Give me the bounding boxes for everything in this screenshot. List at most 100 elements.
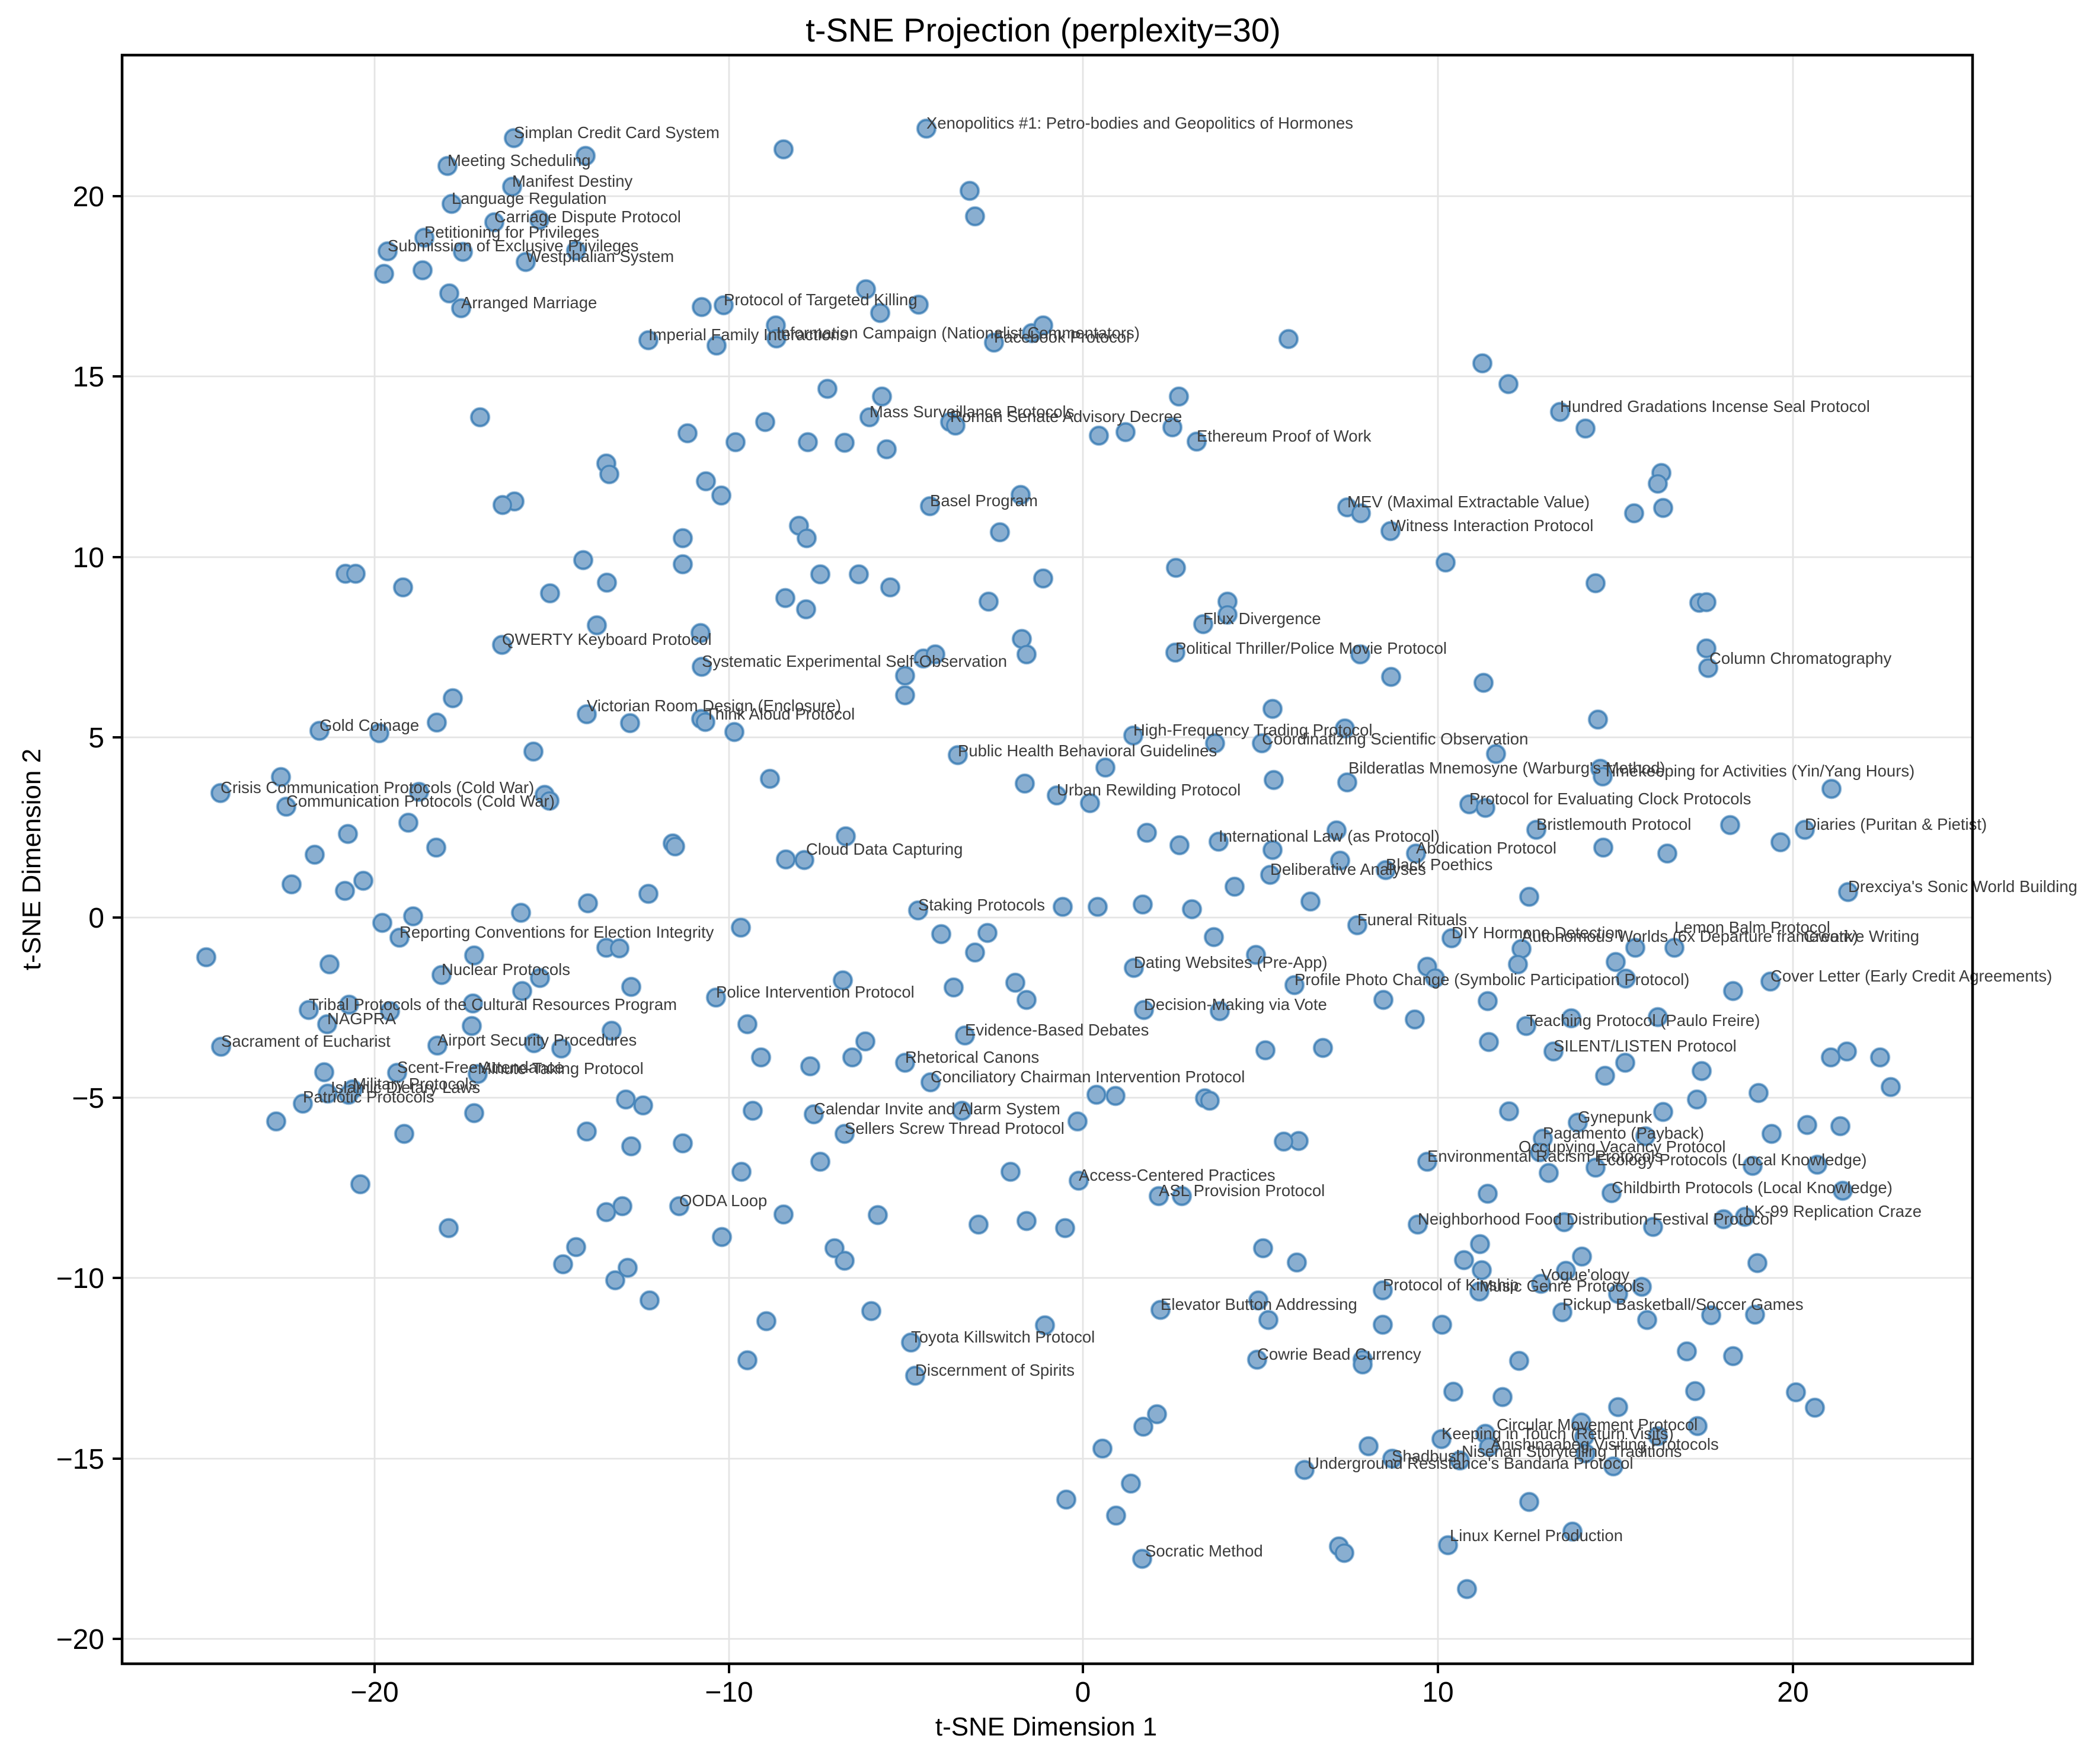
- svg-text:Evidence-Based Debates: Evidence-Based Debates: [965, 1021, 1149, 1039]
- svg-text:Bilderatlas Mnemosyne (Warburg: Bilderatlas Mnemosyne (Warburg's Method): [1348, 759, 1666, 777]
- svg-text:−10: −10: [56, 1263, 104, 1294]
- svg-text:ASL Provision Protocol: ASL Provision Protocol: [1159, 1181, 1325, 1200]
- svg-text:Scent-Free Attendance: Scent-Free Attendance: [397, 1058, 564, 1076]
- svg-text:Witness Interaction Protocol: Witness Interaction Protocol: [1391, 516, 1593, 535]
- svg-text:t-SNE Dimension 1: t-SNE Dimension 1: [935, 1712, 1157, 1741]
- svg-text:t-SNE Dimension 2: t-SNE Dimension 2: [17, 749, 46, 970]
- svg-text:−15: −15: [56, 1444, 104, 1475]
- svg-text:Sacrament of Eucharist: Sacrament of Eucharist: [221, 1032, 391, 1050]
- svg-text:QWERTY Keyboard Protocol: QWERTY Keyboard Protocol: [502, 630, 712, 648]
- svg-text:Reporting Conventions for Elec: Reporting Conventions for Election Integ…: [399, 923, 714, 941]
- svg-text:Facebook Protocol: Facebook Protocol: [994, 328, 1130, 346]
- svg-text:Lemon Balm Protocol: Lemon Balm Protocol: [1674, 918, 1830, 936]
- svg-text:Protocol of Kinship: Protocol of Kinship: [1383, 1276, 1519, 1294]
- svg-text:0: 0: [88, 903, 104, 934]
- svg-text:15: 15: [73, 362, 104, 393]
- svg-text:Basel Program: Basel Program: [930, 491, 1038, 510]
- svg-text:−20: −20: [350, 1677, 398, 1708]
- svg-text:10: 10: [73, 542, 104, 574]
- svg-text:Drexciya's Sonic World Buildin: Drexciya's Sonic World Building: [1848, 877, 2077, 896]
- svg-text:Elevator Button Addressing: Elevator Button Addressing: [1161, 1295, 1357, 1313]
- svg-text:MEV (Maximal Extractable Value: MEV (Maximal Extractable Value): [1347, 493, 1590, 511]
- svg-text:Ethereum Proof of Work: Ethereum Proof of Work: [1197, 427, 1372, 445]
- svg-text:DIY Hormone Detection: DIY Hormone Detection: [1452, 923, 1623, 942]
- svg-text:Information Campaign (National: Information Campaign (Nationalist Commen…: [776, 324, 1140, 342]
- svg-text:Autonomous Worlds (6x Departur: Autonomous Worlds (6x Departure framewor…: [1522, 927, 1858, 945]
- svg-text:Sellers Screw Thread Protocol: Sellers Screw Thread Protocol: [845, 1119, 1065, 1137]
- svg-text:Victorian Room Design (Enclosu: Victorian Room Design (Enclosure): [587, 696, 841, 715]
- svg-text:20: 20: [1777, 1677, 1808, 1708]
- svg-text:Column Chromatography: Column Chromatography: [1709, 649, 1891, 667]
- svg-text:t-SNE Projection (perplexity=3: t-SNE Projection (perplexity=30): [806, 11, 1280, 49]
- svg-text:Circular Movement Protocol: Circular Movement Protocol: [1497, 1415, 1698, 1434]
- svg-text:Discernment of Spirits: Discernment of Spirits: [915, 1361, 1075, 1379]
- svg-text:Music Genre Protocols: Music Genre Protocols: [1479, 1277, 1644, 1295]
- svg-text:Black Poethics: Black Poethics: [1386, 855, 1492, 874]
- svg-text:Occupying Vacancy Protocol: Occupying Vacancy Protocol: [1519, 1137, 1726, 1156]
- svg-text:−5: −5: [72, 1083, 104, 1114]
- svg-text:−20: −20: [56, 1624, 104, 1655]
- svg-text:Bristlemouth Protocol: Bristlemouth Protocol: [1536, 815, 1691, 833]
- svg-text:Gynepunk: Gynepunk: [1578, 1108, 1652, 1126]
- svg-text:Toyota Killswitch Protocol: Toyota Killswitch Protocol: [911, 1328, 1095, 1346]
- svg-text:−10: −10: [705, 1677, 753, 1708]
- svg-text:Ecology Protocols (Local Knowl: Ecology Protocols (Local Knowledge): [1597, 1150, 1867, 1169]
- svg-text:Environmental Racism Protocols: Environmental Racism Protocols: [1427, 1147, 1663, 1165]
- svg-text:Simplan Credit Card System: Simplan Credit Card System: [514, 123, 720, 142]
- svg-text:Meeting Scheduling: Meeting Scheduling: [448, 151, 591, 170]
- svg-text:Staking Protocols: Staking Protocols: [918, 896, 1045, 914]
- svg-text:Childbirth Protocols (Local Kn: Childbirth Protocols (Local Knowledge): [1612, 1178, 1893, 1197]
- svg-text:Keeping in Touch (Return Visit: Keeping in Touch (Return Visits): [1441, 1424, 1674, 1443]
- svg-text:Patriotic Protocols: Patriotic Protocols: [303, 1088, 434, 1106]
- svg-text:Pagamento (Payback): Pagamento (Payback): [1543, 1124, 1704, 1142]
- svg-text:Roman Senate Advisory Decree: Roman Senate Advisory Decree: [950, 407, 1182, 426]
- svg-text:Shadbush: Shadbush: [1392, 1447, 1465, 1465]
- svg-text:Diaries (Puritan & Pietist): Diaries (Puritan & Pietist): [1805, 815, 1987, 833]
- svg-text:Language Regulation: Language Regulation: [452, 189, 606, 207]
- svg-text:Socratic Method: Socratic Method: [1145, 1542, 1263, 1560]
- svg-text:Access-Centered Practices: Access-Centered Practices: [1079, 1166, 1276, 1184]
- svg-text:20: 20: [73, 181, 104, 213]
- svg-text:Think Aloud Protocol: Think Aloud Protocol: [705, 705, 855, 723]
- svg-text:Crisis Communication Protocols: Crisis Communication Protocols (Cold War…: [220, 778, 534, 797]
- svg-text:International Law (as Protocol: International Law (as Protocol): [1219, 827, 1440, 845]
- svg-text:Cloud Data Capturing: Cloud Data Capturing: [806, 840, 963, 858]
- svg-text:Tribal Protocols of the Cultur: Tribal Protocols of the Cultural Resourc…: [309, 995, 677, 1014]
- svg-text:Profile Photo Change (Symbolic: Profile Photo Change (Symbolic Participa…: [1294, 970, 1689, 989]
- svg-text:Westphalian System: Westphalian System: [526, 247, 674, 266]
- svg-text:Military Protocols: Military Protocols: [353, 1075, 477, 1093]
- svg-text:Urban Rewilding Protocol: Urban Rewilding Protocol: [1057, 781, 1241, 799]
- svg-text:Arranged Marriage: Arranged Marriage: [461, 293, 597, 312]
- svg-text:Pickup Basketball/Soccer Games: Pickup Basketball/Soccer Games: [1562, 1295, 1804, 1313]
- svg-text:Communication Protocols (Cold: Communication Protocols (Cold War): [286, 792, 555, 810]
- svg-text:High-Frequency Trading Protoco: High-Frequency Trading Protocol: [1133, 721, 1373, 739]
- svg-text:Mass Surveillance Protocols: Mass Surveillance Protocols: [870, 402, 1074, 421]
- svg-text:Manifest Destiny: Manifest Destiny: [512, 172, 633, 190]
- svg-text:0: 0: [1075, 1677, 1091, 1708]
- svg-text:LK-99 Replication Craze: LK-99 Replication Craze: [1745, 1202, 1922, 1220]
- svg-text:Creative Writing: Creative Writing: [1804, 927, 1919, 945]
- svg-text:Systematic Experimental Self-O: Systematic Experimental Self-Observation: [702, 652, 1007, 670]
- svg-text:Carriage Dispute Protocol: Carriage Dispute Protocol: [494, 207, 681, 226]
- svg-text:Deliberative Analyses: Deliberative Analyses: [1270, 860, 1426, 878]
- svg-text:Nisenan Storytelling Tradition: Nisenan Storytelling Traditions: [1462, 1442, 1682, 1460]
- svg-text:OODA Loop: OODA Loop: [679, 1191, 767, 1210]
- svg-text:Abdication Protocol: Abdication Protocol: [1416, 839, 1556, 857]
- svg-text:Funeral Rituals: Funeral Rituals: [1357, 910, 1467, 929]
- svg-text:Underground Resistance's Banda: Underground Resistance's Bandana Protoco…: [1308, 1454, 1633, 1472]
- svg-text:Political Thriller/Police Movi: Political Thriller/Police Movie Protocol: [1175, 639, 1447, 657]
- svg-text:Linux Kernel Production: Linux Kernel Production: [1450, 1526, 1623, 1545]
- svg-text:Imperial Family Interactions: Imperial Family Interactions: [648, 325, 848, 344]
- svg-text:SILENT/LISTEN Protocol: SILENT/LISTEN Protocol: [1554, 1037, 1737, 1055]
- svg-text:Neighborhood Food Distribution: Neighborhood Food Distribution Festival …: [1418, 1210, 1773, 1228]
- svg-text:Conciliatory Chairman Interven: Conciliatory Chairman Intervention Proto…: [931, 1067, 1245, 1086]
- svg-text:Dating Websites (Pre-App): Dating Websites (Pre-App): [1134, 953, 1328, 971]
- svg-text:Anishinaabeg Visiting Protocol: Anishinaabeg Visiting Protocols: [1491, 1435, 1719, 1453]
- svg-text:Hundred Gradations Incense Sea: Hundred Gradations Incense Seal Protocol: [1560, 397, 1870, 415]
- svg-text:Islamic Dietary Laws: Islamic Dietary Laws: [331, 1078, 480, 1097]
- svg-text:Nuclear Protocols: Nuclear Protocols: [442, 960, 570, 979]
- svg-text:Gold Coinage: Gold Coinage: [319, 716, 419, 734]
- svg-text:Flux Divergence: Flux Divergence: [1203, 609, 1321, 628]
- svg-text:Airport Security Procedures: Airport Security Procedures: [437, 1031, 637, 1049]
- svg-text:5: 5: [88, 723, 104, 754]
